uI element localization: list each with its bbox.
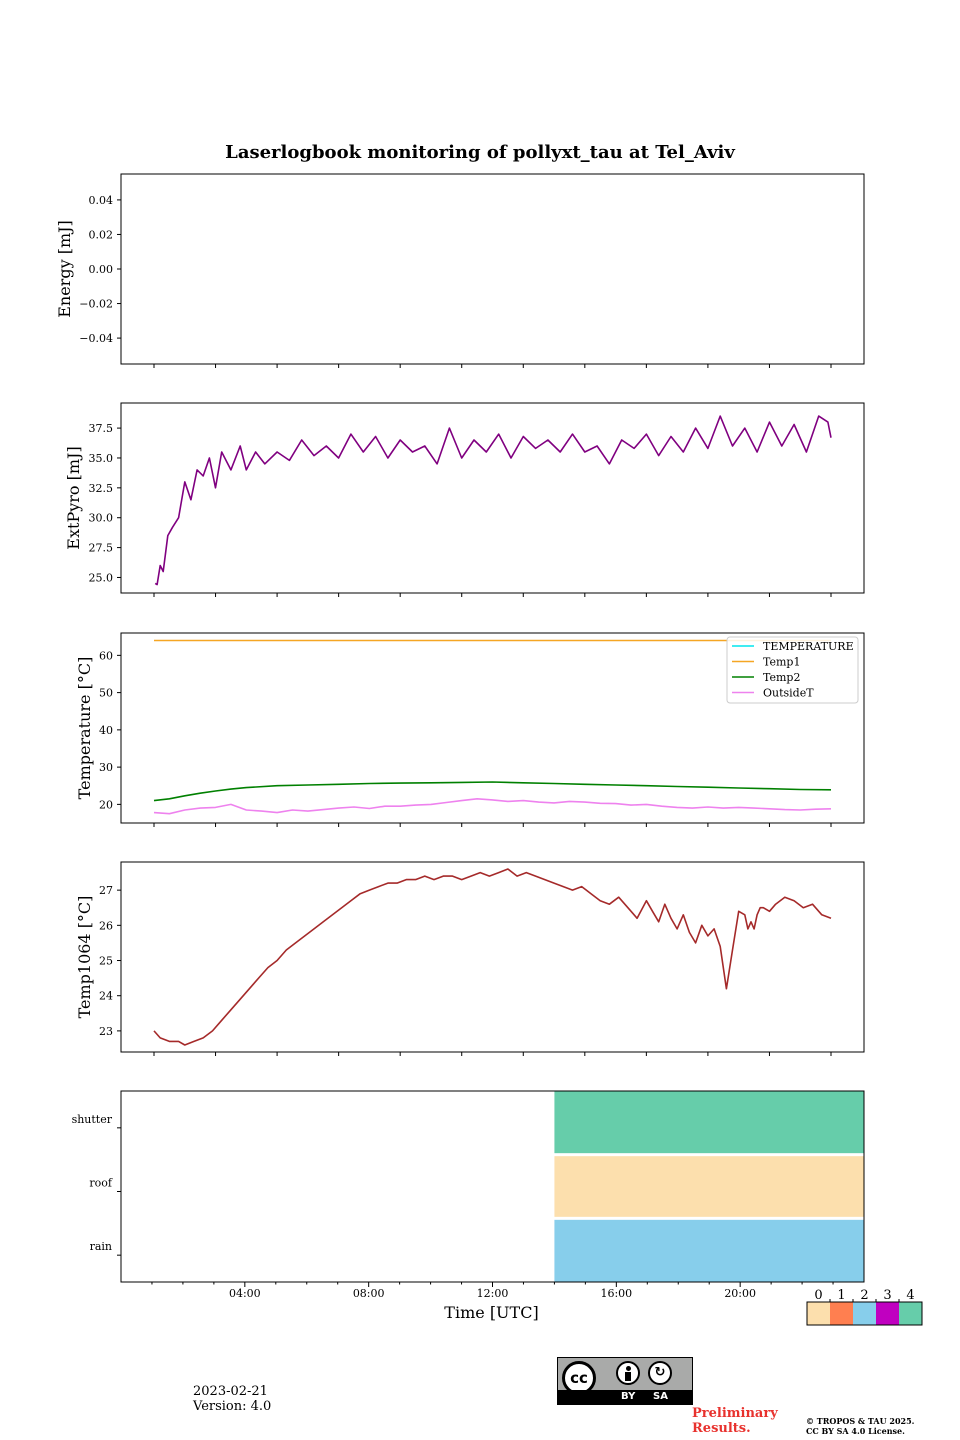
xtick-label: 12:00: [477, 1287, 509, 1300]
ytick-label: 40: [99, 724, 113, 737]
status-block-roof: [554, 1156, 864, 1217]
ytick-label: 60: [99, 649, 113, 662]
ytick-label: −0.02: [79, 298, 113, 311]
ytick-label: 26: [99, 919, 113, 932]
ytick-label: 24: [99, 990, 113, 1003]
footer-version: Version: 4.0: [193, 1399, 272, 1414]
row-label-roof: roof: [89, 1177, 113, 1190]
share-alike-icon: ↻: [648, 1361, 672, 1385]
ytick-label: 30.0: [89, 512, 114, 525]
legend-label: OutsideT: [763, 687, 814, 700]
ylabel-extpyro: ExtPyro [mJ]: [64, 446, 83, 549]
xtick-label: 08:00: [353, 1287, 385, 1300]
colorbar-cell-0: [807, 1302, 830, 1325]
ytick-label: 25.0: [89, 571, 114, 584]
ytick-label: 27.5: [89, 542, 114, 555]
colorbar-cell-4: [899, 1302, 922, 1325]
panel-frame-temperature: [120, 632, 865, 824]
legend-frame: [726, 636, 859, 704]
copyright-note: © TROPOS & TAU 2025. CC BY SA 4.0 Licens…: [806, 1416, 914, 1436]
xtick-label: 20:00: [724, 1287, 756, 1300]
colorbar-tick-0: 0: [814, 1288, 822, 1303]
colorbar-tick-3: 3: [883, 1288, 891, 1303]
series-line-extpyro: [154, 415, 832, 586]
ytick-label: 27: [99, 884, 113, 897]
ytick-label: 35.0: [89, 452, 114, 465]
ytick-label: 32.5: [89, 482, 114, 495]
series-line-OutsideT: [153, 797, 832, 815]
xlabel-time: Time [UTC]: [444, 1303, 538, 1322]
chart-panels: 0.04 0.02 0.00 −0.02 −0.04 Energy [mJ] 37.5 35.…: [55, 173, 923, 1326]
series-line-Temp2: [153, 781, 832, 802]
colorbar-cell-2: [853, 1302, 876, 1325]
row-label-rain: rain: [90, 1240, 112, 1253]
panel-frame-extpyro: [120, 402, 865, 594]
ytick-label: 37.5: [89, 422, 114, 435]
ytick-label: 0.00: [89, 263, 114, 276]
panel-frame-energy: [120, 173, 865, 365]
cc-license-label-bar: BY SA: [558, 1390, 692, 1404]
footer-date: 2023-02-21: [193, 1384, 268, 1399]
copyright-line-2: CC BY SA 4.0 License.: [806, 1426, 905, 1436]
colorbar-cell-3: [876, 1302, 899, 1325]
legend-label: Temp1: [763, 656, 800, 669]
panel-temperature: 60 50 40 30 20 Temperature [°C] TEMPERATURE Tem…: [75, 632, 865, 827]
legend-label: TEMPERATURE: [763, 640, 854, 653]
colorbar-tick-4: 4: [906, 1288, 914, 1303]
ylabel-temp1064: Temp1064 [°C]: [75, 896, 94, 1019]
panel-temp1064: 27 26 25 24 23 Temp1064 [°C]: [75, 861, 865, 1056]
ylabel-temperature: Temperature [°C]: [75, 657, 94, 800]
colorbar-cell-1: [830, 1302, 853, 1325]
ytick-label: 23: [99, 1025, 113, 1038]
preliminary-line-1: Preliminary: [692, 1406, 778, 1421]
footer-meta: 2023-02-21 Version: 4.0: [193, 1384, 271, 1414]
preliminary-line-2: Results.: [692, 1421, 751, 1436]
panel-energy: 0.04 0.02 0.00 −0.02 −0.04 Energy [mJ]: [55, 173, 865, 368]
panel-extpyro: 37.5 35.0 32.5 30.0 27.5 25.0 ExtPyro [mJ]: [64, 402, 865, 597]
ytick-label: 50: [99, 687, 113, 700]
cc-license-badge: cc ↻ BY SA: [557, 1357, 693, 1405]
copyright-line-1: © TROPOS & TAU 2025.: [806, 1416, 915, 1426]
license-by-label: BY: [621, 1391, 636, 1402]
colorbar-frame: [806, 1301, 923, 1326]
colorbar-tick-1: 1: [837, 1288, 845, 1303]
panel-frame-temp1064: [120, 861, 865, 1053]
preliminary-results-note: Preliminary Results.: [692, 1406, 778, 1436]
temperature-legend: TEMPERATURE Temp1 Temp2 OutsideT: [726, 636, 859, 704]
ytick-label: −0.04: [79, 332, 113, 345]
license-sa-label: SA: [653, 1391, 668, 1402]
ytick-label: 0.04: [89, 194, 114, 207]
status-block-shutter: [554, 1091, 864, 1154]
ylabel-energy: Energy [mJ]: [55, 220, 74, 318]
figure-title: Laserlogbook monitoring of pollyxt_tau a…: [225, 142, 735, 163]
xtick-label: 16:00: [600, 1287, 632, 1300]
status-block-rain: [554, 1219, 864, 1282]
row-label-shutter: shutter: [72, 1113, 113, 1126]
by-person-icon: [616, 1361, 640, 1385]
ytick-label: 20: [99, 798, 113, 811]
legend-label: Temp2: [763, 671, 800, 684]
ytick-label: 0.02: [89, 228, 114, 241]
xtick-label: 04:00: [229, 1287, 261, 1300]
panel-status: shutter roof rain 04:00 08:00 12:00 16:00 20:00…: [72, 1090, 923, 1326]
colorbar-tick-2: 2: [860, 1288, 868, 1303]
series-line-temp1064: [153, 868, 832, 1046]
ytick-label: 30: [99, 761, 113, 774]
ytick-label: 25: [99, 955, 113, 968]
